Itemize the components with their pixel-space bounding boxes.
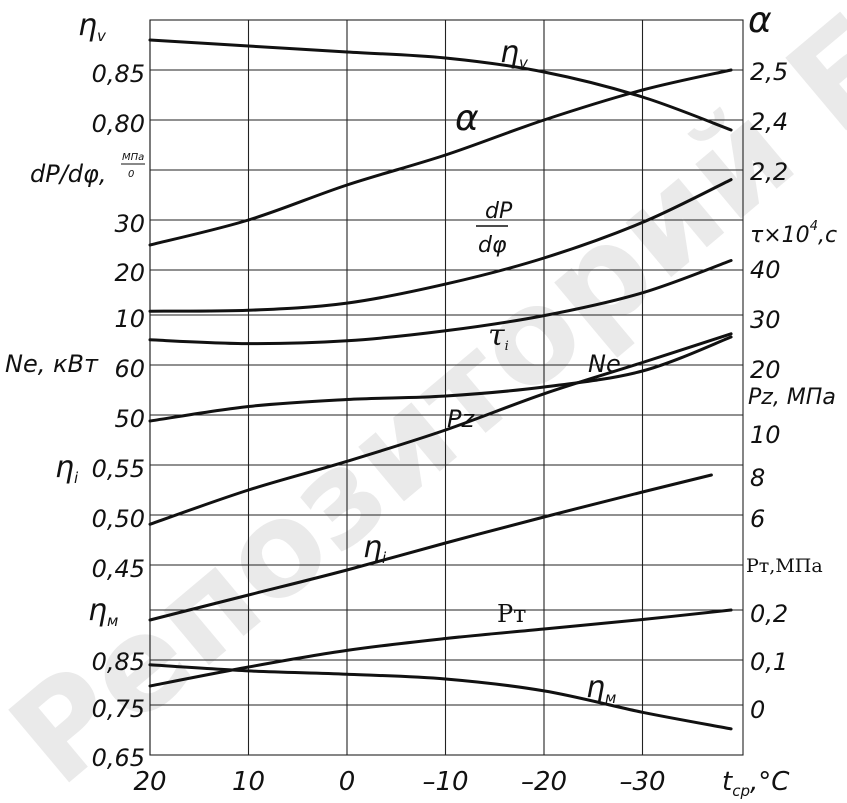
x-tick-label: –10 [422, 767, 468, 797]
tick-label: 50 [114, 405, 145, 433]
tick-label: 0,75 [92, 695, 145, 723]
tick-label: 2,5 [750, 58, 788, 86]
tick-label: 2,2 [750, 158, 788, 186]
tick-label: 30 [750, 306, 781, 334]
tick-label: 20 [114, 259, 145, 287]
tick-label: 10 [750, 421, 781, 449]
tick-label: 20 [750, 356, 781, 384]
x-tick-label: –20 [521, 767, 567, 797]
tick-label: 60 [114, 355, 145, 383]
axis-title-eta-v: ηv [78, 8, 107, 45]
series-eta-i [148, 473, 713, 622]
series-ne [148, 335, 733, 423]
curve-label-dp: dP [485, 199, 513, 224]
tick-label: 0,50 [92, 505, 145, 533]
series-eta-m [148, 663, 733, 731]
curve-label-ne: Ne [588, 350, 621, 378]
tick-label: 6 [750, 505, 765, 533]
series-eta-v [148, 38, 733, 132]
series-alpha [148, 68, 733, 247]
curve-label-pt: Pт [497, 600, 526, 628]
x-axis-title: tср,°C [722, 767, 790, 800]
tick-label: 0,85 [92, 648, 145, 676]
x-tick-label: 10 [232, 767, 265, 797]
axis-title-eta-m: ηм [88, 593, 118, 630]
series-dp-dphi [148, 178, 733, 313]
curve-label-pz: Pz [447, 405, 475, 433]
curve-label-eta-i: ηi [363, 530, 387, 567]
axis-title-eta-i: ηi [55, 450, 79, 487]
series-tau-i [148, 259, 733, 346]
curve-label-dphi: dφ [478, 233, 507, 258]
series-pz [148, 332, 733, 526]
axis-title-dp-dphi-unit-den: 0 [128, 169, 134, 180]
axis-title-alpha: α [748, 0, 772, 41]
chart-series [148, 38, 733, 731]
series-pt [148, 608, 733, 688]
curve-label-tau-i: τi [488, 318, 509, 354]
tick-label: 0,80 [92, 110, 145, 138]
tick-label: 2,4 [750, 108, 788, 136]
axis-title-ne: Ne, кВт [5, 350, 99, 378]
x-tick-label: 20 [133, 767, 166, 797]
tick-label: 0,65 [92, 744, 145, 772]
tick-label: 0,55 [92, 455, 145, 483]
curve-label-alpha: α [455, 98, 479, 139]
axis-title-tau: τ×104,c [750, 219, 837, 248]
axis-title-dp-dphi: dP/dφ, [30, 160, 107, 188]
axis-title-pz: Pz, МПа [748, 385, 836, 410]
axis-title-pt: Pт,МПа [746, 555, 823, 577]
tick-label: 0,45 [92, 555, 145, 583]
axis-title-dp-dphi-unit-num: МПа [122, 152, 144, 163]
tick-label: 0,85 [92, 60, 145, 88]
curve-label-eta-v: ηv [500, 35, 529, 72]
x-tick-label: 0 [339, 767, 356, 797]
tick-label: 0,1 [750, 648, 788, 676]
x-tick-label: –30 [619, 767, 665, 797]
tick-label: 30 [114, 210, 145, 238]
tick-label: 0,2 [750, 600, 788, 628]
curve-label-eta-m: ηм [586, 670, 616, 707]
tick-label: 8 [750, 464, 765, 492]
tick-label: 0 [750, 696, 765, 724]
tick-label: 40 [750, 256, 781, 284]
tick-label: 10 [114, 305, 145, 333]
